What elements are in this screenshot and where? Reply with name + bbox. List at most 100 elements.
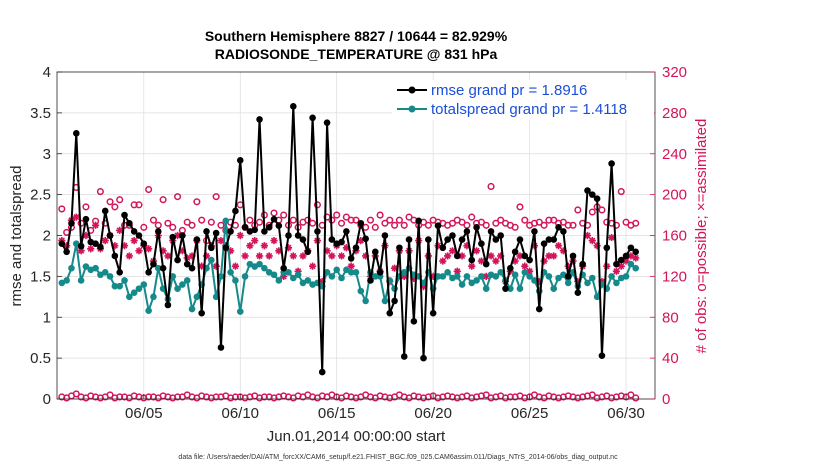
series-3-point-102 (550, 252, 558, 260)
series-2-point-90 (492, 219, 500, 227)
series-3-point-69 (390, 264, 399, 272)
series-0-point-105 (564, 273, 572, 280)
series-1-point-119 (632, 264, 640, 272)
series-3-point-109 (583, 231, 592, 240)
series-0-point-48 (290, 103, 297, 110)
series-1-point-19 (150, 293, 157, 301)
series-0-point-38 (241, 224, 249, 231)
legend-box (392, 80, 654, 120)
series-0-point-73 (410, 318, 418, 325)
series-layer (58, 103, 640, 402)
series-1-point-23 (169, 273, 177, 280)
series-2-point-69 (391, 221, 399, 229)
series-2-point-44 (270, 209, 278, 217)
series-2-point-51 (304, 216, 312, 224)
series-3-point-35 (227, 247, 235, 255)
series-0-point-81 (449, 232, 456, 239)
series-1-point-36 (232, 277, 239, 284)
series-1-point-58 (338, 274, 345, 282)
series-3-point-119 (632, 254, 640, 262)
y-left-tick-label-3: 1.5 (30, 268, 51, 285)
legend: rmse grand pr = 1.8916 totalspread grand… (392, 80, 654, 120)
x-tick-label-3: 06/20 (414, 405, 452, 422)
series-0-point-60 (347, 255, 355, 262)
series-1-point-90 (492, 273, 500, 280)
grid (57, 71, 655, 400)
series-0-point-117 (622, 252, 630, 260)
series-0-point-25 (179, 232, 186, 239)
series-3-point-62 (357, 237, 365, 245)
x-ticks: 06/05 06/10 06/15 06/20 06/25 06/30 (125, 394, 645, 422)
series-0-point-23 (169, 233, 177, 241)
series-1-point-97 (526, 273, 533, 280)
series-0-point-32 (212, 229, 220, 237)
series-0-point-0 (58, 240, 66, 247)
series-1-point-95 (516, 285, 524, 292)
series-1-point-44 (270, 271, 278, 279)
series-3-point-13 (120, 242, 129, 250)
series-1-point-1 (63, 277, 70, 284)
series-3-point-78 (434, 242, 442, 250)
y-left-tick-label-1: 0.5 (30, 350, 51, 367)
series-3-point-97 (526, 267, 534, 275)
series-0-point-47 (285, 232, 292, 239)
series-0-point-82 (453, 252, 461, 260)
series-1-point-67 (381, 297, 389, 305)
series-1-point-7 (92, 264, 99, 272)
series-1-point-82 (453, 273, 461, 280)
series-4-point-24 (174, 393, 182, 401)
series-3-point-103 (554, 242, 563, 250)
series-2-point-24 (174, 193, 182, 201)
series-0-point-26 (183, 260, 191, 268)
series-2-point-116 (617, 188, 625, 196)
series-0-point-40 (251, 226, 259, 234)
series-0-point-24 (174, 256, 181, 264)
x-tick-label-5: 06/30 (607, 405, 645, 422)
series-0-point-97 (526, 256, 533, 264)
series-0-point-12 (116, 268, 123, 276)
series-3-point-86 (472, 247, 481, 255)
series-1-point-60 (347, 268, 355, 276)
series-0-point-71 (400, 353, 408, 360)
series-1-point-31 (208, 256, 215, 264)
series-2-point-16 (135, 201, 143, 209)
y-left-ticks: 0 0.5 1 1.5 2 2.5 3 3.5 4 (30, 64, 62, 408)
series-0-point-45 (275, 222, 283, 229)
series-2-point-100 (540, 221, 548, 229)
series-4-point-18 (145, 393, 153, 401)
series-1-point-14 (126, 293, 133, 301)
series-2-point-22 (164, 219, 172, 227)
series-3-point-59 (342, 244, 350, 252)
series-2-point-105 (564, 221, 572, 229)
series-0-point-91 (497, 232, 504, 239)
series-1-point-15 (130, 289, 138, 297)
series-3-point-37 (236, 231, 244, 240)
series-3-point-101 (545, 252, 553, 260)
series-1-point-91 (497, 268, 504, 276)
series-0-point-13 (121, 211, 128, 219)
series-4 (58, 390, 640, 402)
series-1-point-25 (179, 281, 186, 288)
series-3-point-9 (101, 237, 109, 245)
series-3-point-46 (280, 272, 288, 280)
series-4-point-32 (212, 393, 220, 401)
series-0-point-87 (478, 240, 485, 247)
series-0-point-115 (613, 260, 620, 268)
series-3-point-88 (482, 272, 490, 280)
series-1-point-79 (439, 273, 447, 280)
series-1-point-49 (294, 271, 302, 279)
series-1-point-5 (82, 263, 90, 270)
series-2-point-102 (550, 216, 558, 224)
series-2-point-85 (468, 213, 476, 221)
y-right-tick-label-8: 320 (662, 64, 687, 81)
series-3-point-89 (487, 252, 495, 260)
series-4-point-3 (72, 390, 80, 398)
series-3-point-39 (246, 242, 254, 250)
series-0-point-18 (145, 268, 152, 276)
legend-marker-rmse (408, 86, 416, 94)
series-1-point-78 (434, 273, 442, 280)
series-3-point-27 (188, 252, 196, 260)
series-3-point-41 (255, 252, 264, 260)
series-2-point-99 (535, 218, 543, 226)
series-1-point-20 (154, 264, 162, 272)
